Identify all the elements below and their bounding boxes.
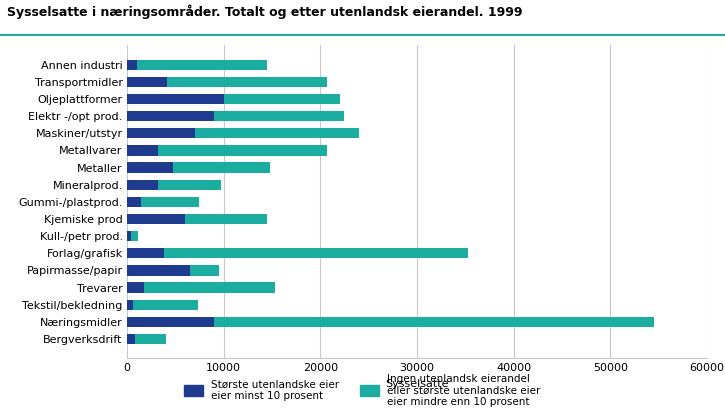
Bar [127, 283, 144, 293]
Bar [158, 180, 220, 190]
Text: Sysselsatte i næringsområder. Totalt og etter utenlandsk eierandel. 1999: Sysselsatte i næringsområder. Totalt og … [7, 4, 523, 19]
Bar [127, 94, 223, 104]
Bar [135, 334, 165, 344]
Bar [164, 248, 468, 258]
Bar [223, 94, 339, 104]
Bar [127, 180, 158, 190]
Bar [127, 231, 130, 241]
Bar [127, 334, 135, 344]
Bar [167, 77, 327, 87]
Bar [127, 265, 190, 276]
X-axis label: Sysselsatte: Sysselsatte [385, 379, 449, 389]
Bar [136, 60, 267, 70]
Bar [127, 214, 185, 224]
Bar [130, 231, 138, 241]
Bar [127, 128, 194, 138]
Bar [127, 162, 173, 173]
Bar [127, 145, 158, 156]
Bar [214, 317, 654, 327]
Bar [158, 145, 327, 156]
Bar [127, 77, 167, 87]
Bar [127, 248, 164, 258]
Bar [214, 111, 344, 121]
Bar [173, 162, 270, 173]
Bar [194, 128, 359, 138]
Bar [141, 197, 199, 207]
Bar [133, 300, 199, 310]
Bar [127, 60, 136, 70]
Bar [190, 265, 219, 276]
Bar [144, 283, 275, 293]
Bar [185, 214, 267, 224]
Bar [127, 300, 133, 310]
Bar [127, 317, 214, 327]
Legend: Største utenlandske eier
eier minst 10 prosent, Ingen utenlandsk eierandel
eller: Største utenlandske eier eier minst 10 p… [184, 374, 541, 407]
Bar [127, 197, 141, 207]
Bar [127, 111, 214, 121]
